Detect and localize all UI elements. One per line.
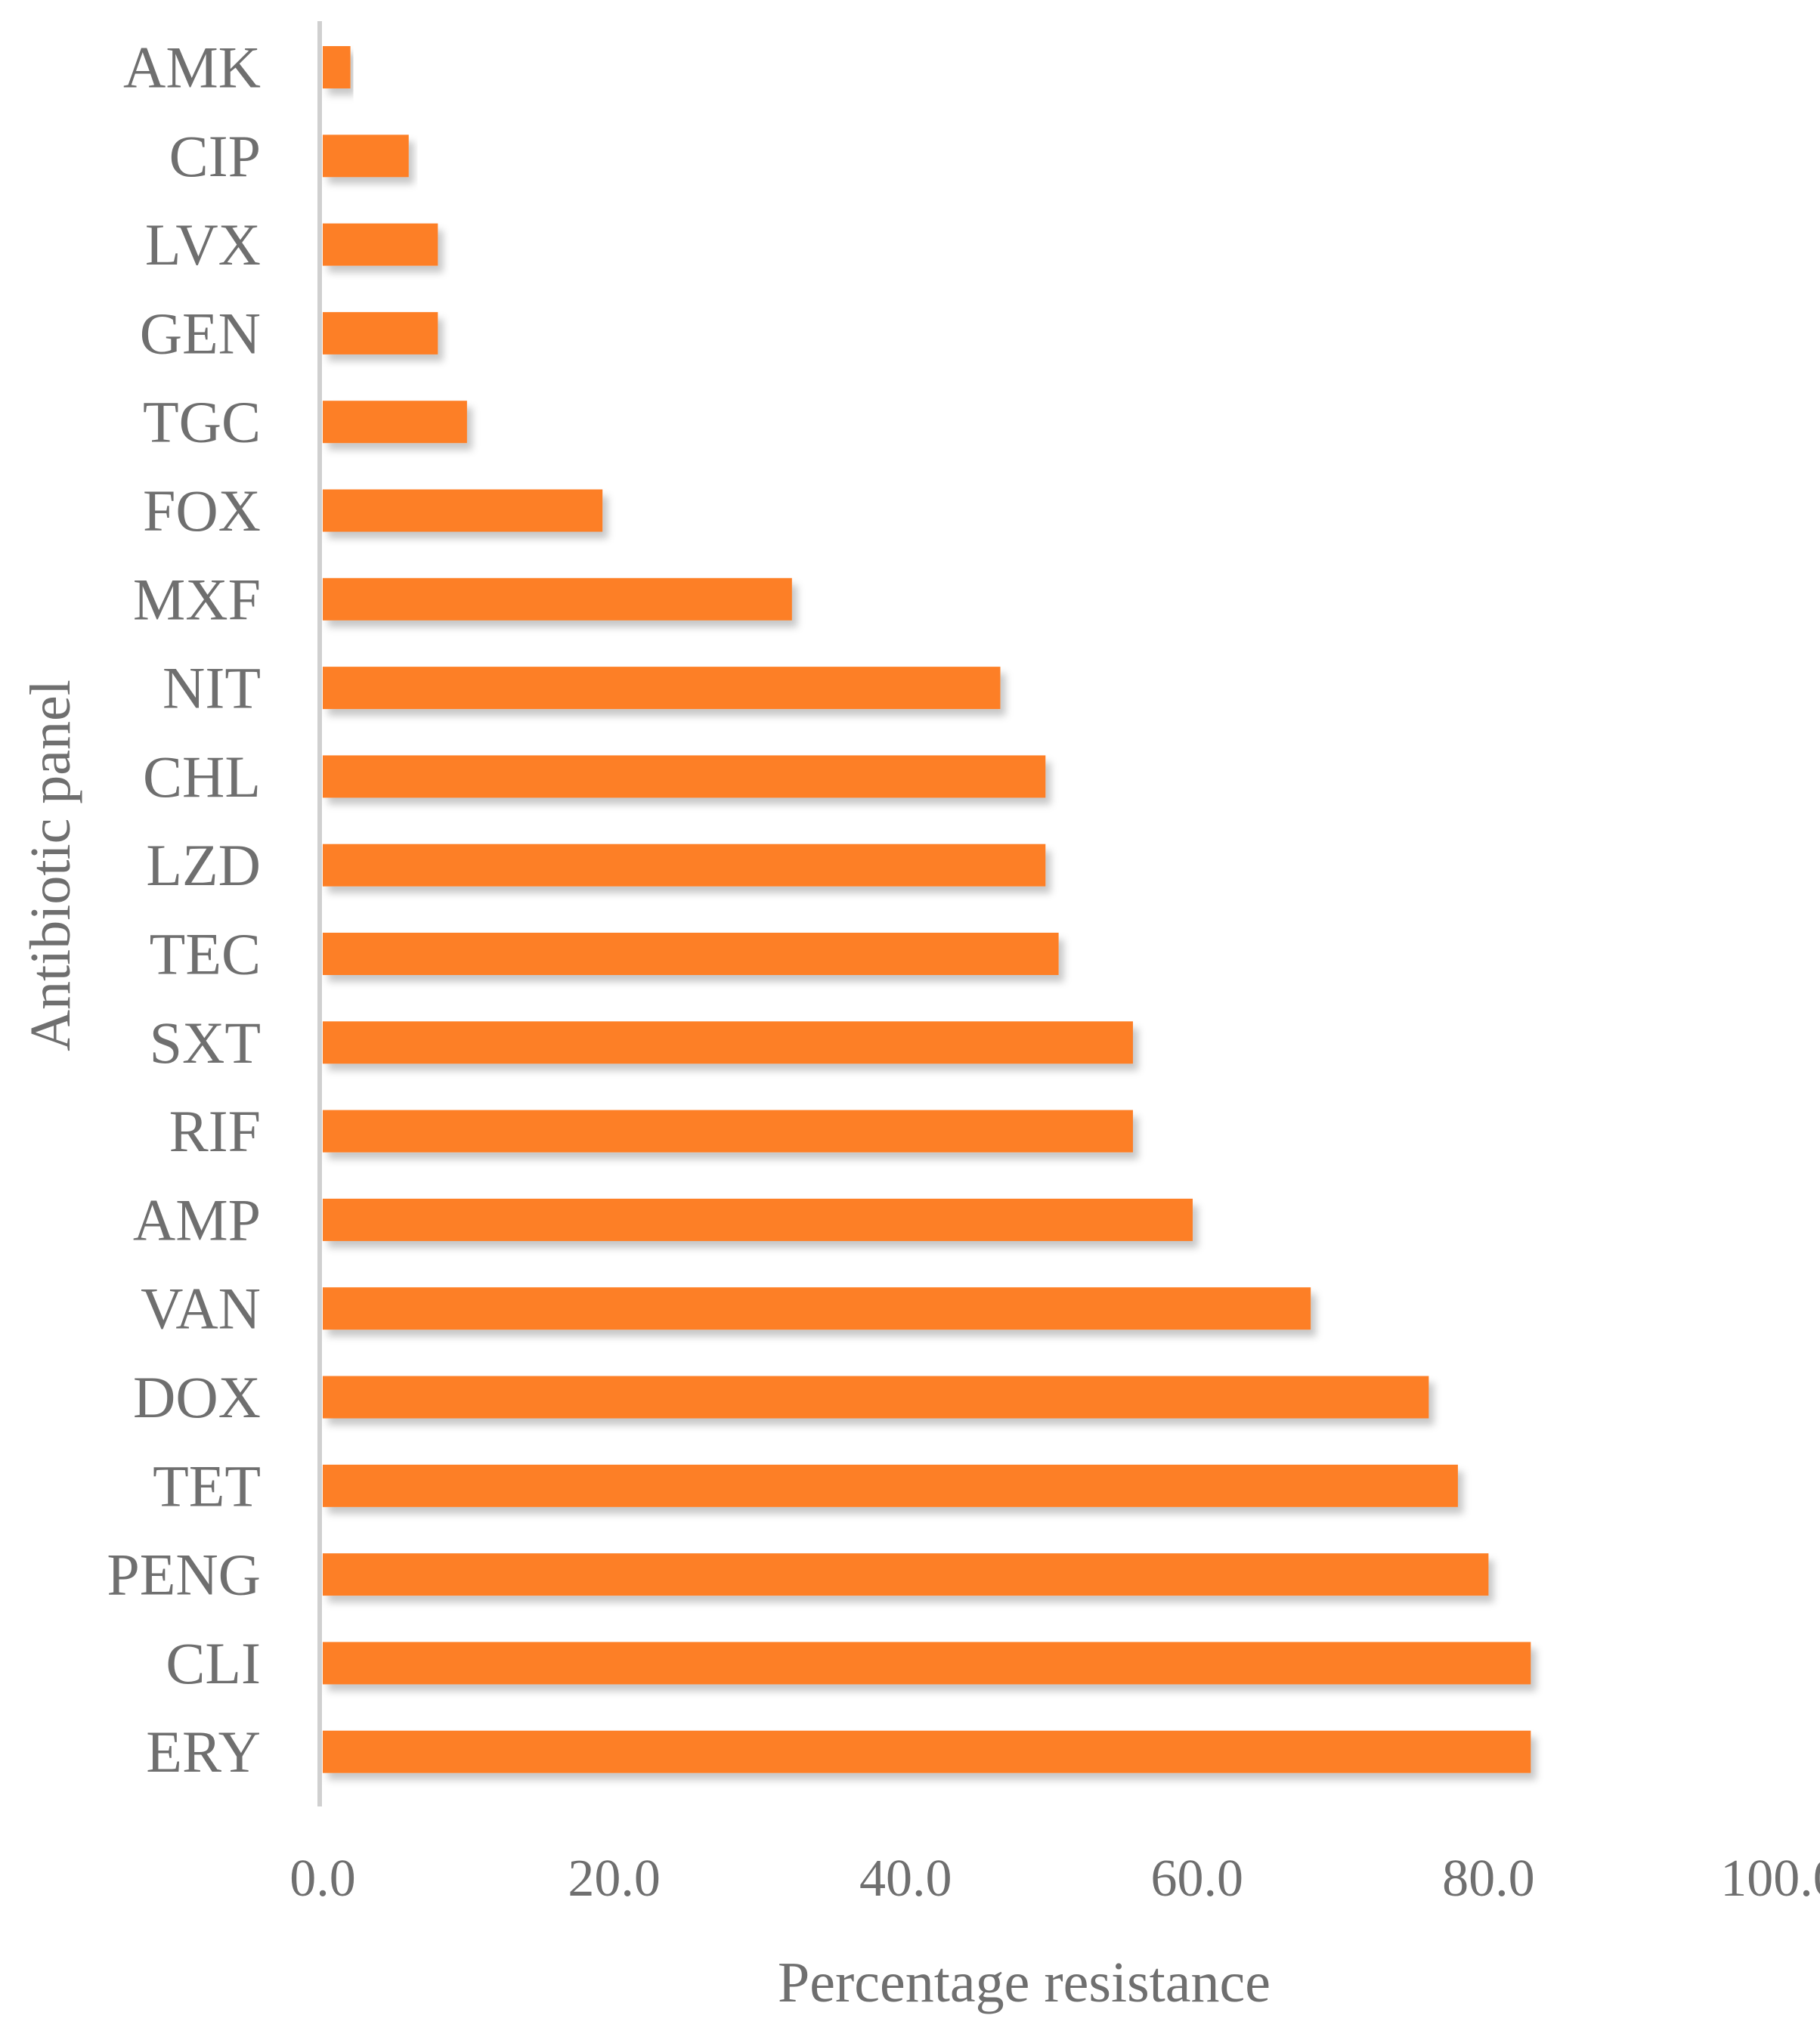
bar-nit: [323, 667, 1001, 710]
bar-chl: [323, 755, 1046, 798]
category-label-amk: AMK: [123, 35, 261, 101]
category-label-nit: NIT: [162, 655, 261, 721]
bar-amp: [323, 1198, 1193, 1241]
y-axis-title: Antibiotic panel: [19, 680, 82, 1051]
bar-gen: [323, 311, 438, 354]
category-label-fox: FOX: [143, 478, 261, 543]
bar-cli: [323, 1642, 1531, 1685]
x-tick-labels: 0.0 20.0 40.0 60.0 80.0 100.0: [289, 1850, 1820, 1908]
bar-amk: [323, 46, 351, 88]
bar-dox: [323, 1376, 1429, 1419]
category-label-chl: CHL: [143, 744, 261, 810]
bar-lvx: [323, 223, 438, 266]
bar-peng: [323, 1553, 1489, 1596]
x-tick-label: 0.0: [289, 1850, 356, 1908]
bar-ery: [323, 1730, 1531, 1773]
category-label-dox: DOX: [133, 1364, 261, 1430]
bar-tec: [323, 933, 1059, 975]
category-label-peng: PENG: [107, 1542, 261, 1608]
x-tick-label: 20.0: [568, 1850, 661, 1908]
category-label-tet: TET: [153, 1453, 261, 1518]
bar-cip: [323, 135, 409, 178]
category-labels: AMK CIP LVX GEN TGC FOX MXF NIT CHL LZD TEC SXT RIF A…: [107, 35, 261, 1785]
bar-fox: [323, 489, 603, 532]
category-label-lzd: LZD: [146, 832, 261, 898]
bar-rif: [323, 1110, 1133, 1153]
x-tick-label: 80.0: [1442, 1850, 1535, 1908]
category-label-van: VAN: [141, 1276, 261, 1342]
x-axis-title: Percentage resistance: [778, 1951, 1271, 2014]
bar-mxf: [323, 577, 792, 621]
bar-tgc: [323, 401, 467, 444]
category-label-ery: ERY: [146, 1719, 261, 1785]
category-label-sxt: SXT: [150, 1010, 261, 1076]
x-tick-label: 60.0: [1151, 1850, 1244, 1908]
bar-lzd: [323, 844, 1046, 887]
category-label-gen: GEN: [140, 300, 261, 366]
category-label-amp: AMP: [133, 1187, 261, 1252]
bars-layer: [323, 46, 1531, 1773]
category-label-cip: CIP: [169, 123, 261, 189]
category-label-rif: RIF: [169, 1098, 261, 1164]
category-label-lvx: LVX: [145, 212, 261, 277]
bar-tet: [323, 1464, 1458, 1507]
bar-van: [323, 1287, 1311, 1330]
category-label-cli: CLI: [166, 1630, 261, 1696]
category-label-mxf: MXF: [133, 566, 261, 632]
category-label-tgc: TGC: [143, 389, 261, 455]
category-label-tec: TEC: [150, 921, 261, 987]
bar-sxt: [323, 1021, 1133, 1064]
x-tick-label: 100.0: [1720, 1850, 1820, 1908]
x-tick-label: 40.0: [859, 1850, 952, 1908]
